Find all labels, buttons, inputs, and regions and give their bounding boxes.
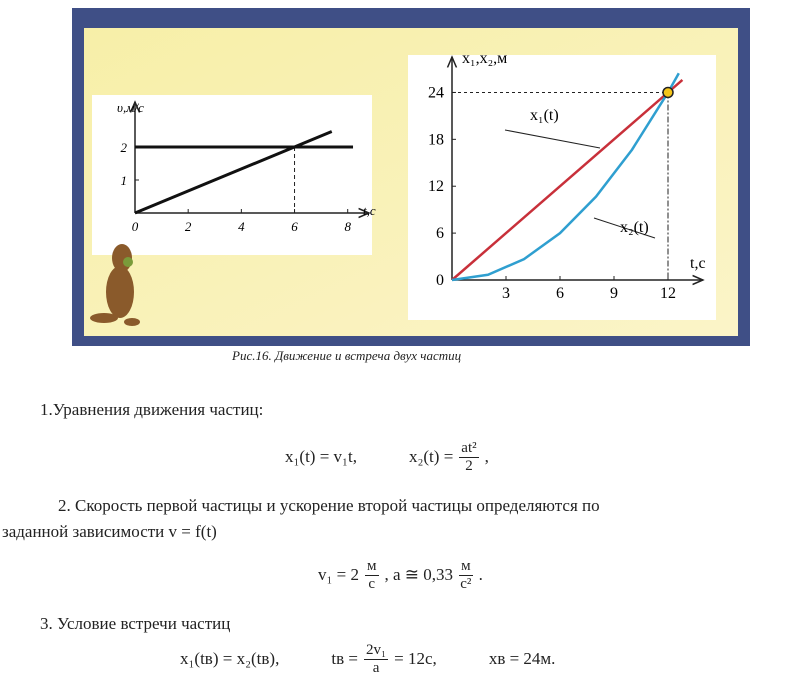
x-tick-label: 2 <box>185 219 192 234</box>
equation: x₁(tв) = x₂(tв), tв = 2v₁ a = 12с, xв = 2… <box>180 642 561 676</box>
eq-text: v₁ = 2 <box>318 565 360 584</box>
x-tick-label: 9 <box>610 285 618 302</box>
x-tick-label: 12 <box>660 285 676 302</box>
chart-box-1 <box>92 95 372 255</box>
figure: υ,м/сt,c0 2 4 6 812 x₁,x₂,мt,c3 6 9 1206121824x… <box>72 8 750 346</box>
y-tick-label: 2 <box>121 140 128 155</box>
fraction: at² 2 <box>459 440 479 474</box>
denominator: 2 <box>465 457 473 474</box>
numerator: at² <box>459 440 479 458</box>
annotation: x₂(t) <box>620 219 649 236</box>
series-line <box>134 130 333 215</box>
denominator: с² <box>460 575 472 592</box>
eq-text: x₁(t) = v₁t, <box>285 447 357 466</box>
numerator: 2v₁ <box>363 642 389 660</box>
eq-text: . <box>478 565 483 584</box>
series-line <box>451 72 680 282</box>
eq-text: x₁(tв) = x₂(tв), <box>180 649 280 668</box>
annotation-leader <box>504 129 601 149</box>
y-tick-label: 24 <box>428 84 444 101</box>
meeting-point <box>662 86 674 99</box>
caption: Рис.16. Движение и встреча двух частиц <box>232 348 462 363</box>
eq-text: , <box>484 447 489 466</box>
series-line <box>451 78 684 281</box>
equation: x₁(t) = v₁t, x₂(t) = at² 2 , <box>285 440 495 474</box>
eq-text: = 12с, <box>394 649 437 668</box>
x-axis-label: t,c <box>690 255 706 272</box>
y-tick-label: 12 <box>428 178 444 195</box>
denominator: с <box>368 575 376 592</box>
x-tick-label: 6 <box>291 219 298 234</box>
paragraph: 3. Условие встречи частиц <box>40 614 231 633</box>
annotation: x₁(t) <box>530 107 559 124</box>
chart-1: υ,м/с t,c 0 2 4 6 8 1 2 <box>117 100 376 234</box>
dog-icon <box>90 244 140 326</box>
y-tick-label: 6 <box>436 225 444 242</box>
y-tick-label: 18 <box>428 131 444 148</box>
denominator: a <box>372 659 380 676</box>
x-tick-label: 0 <box>132 219 139 234</box>
y-tick-label: 1 <box>121 173 128 188</box>
paragraph: 2. Скорость первой частицы и ускорение в… <box>58 496 600 515</box>
y-tick-label: 0 <box>436 272 444 289</box>
x-axis-label: t,c <box>363 203 376 218</box>
paragraph: заданной зависимости v = f(t) <box>2 522 217 541</box>
paragraph: 1.Уравнения движения частиц: <box>40 400 264 419</box>
chart-2: x₁,x₂,м t,c 3 6 9 12 0 6 12 18 24 x₁(t) x₂(t) <box>428 50 706 302</box>
x-tick-label: 3 <box>502 285 510 302</box>
x-tick-label: 6 <box>556 285 564 302</box>
fraction: м с² <box>459 558 473 592</box>
eq-text: xв = 24м. <box>488 649 556 668</box>
x-tick-label: 4 <box>238 219 245 234</box>
annotation-leader <box>593 217 656 239</box>
y-axis-label: x₁,x₂,м <box>462 50 507 67</box>
numerator: м <box>459 558 473 576</box>
x-tick-label: 8 <box>344 219 351 234</box>
eq-text: tв = <box>331 649 358 668</box>
y-axis-label: υ,м/с <box>117 100 144 115</box>
eq-text: x₂(t) = <box>408 447 454 466</box>
eq-text: , a ≅ 0,33 <box>384 565 454 584</box>
numerator: м <box>365 558 379 576</box>
fraction: 2v₁ a <box>363 642 389 676</box>
